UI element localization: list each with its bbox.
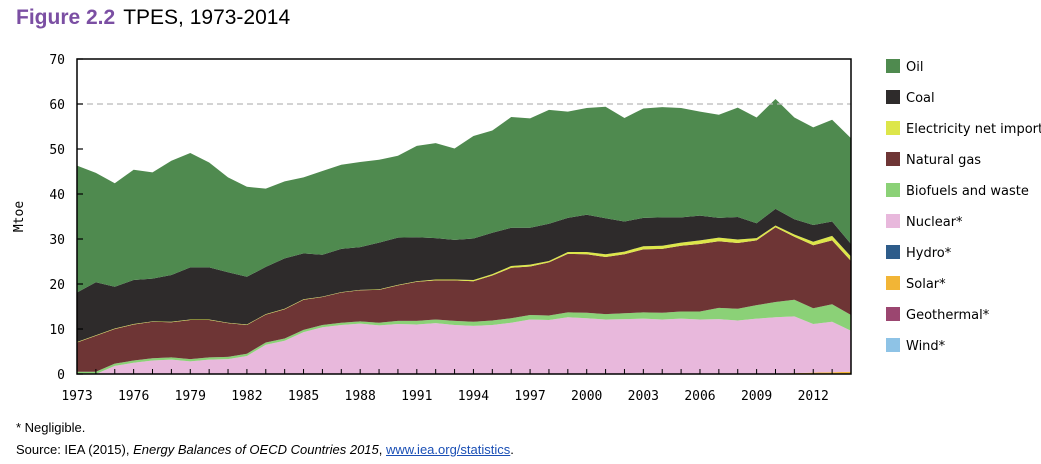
y-tick-label: 70 xyxy=(49,53,65,68)
y-tick-label: 20 xyxy=(49,278,65,293)
source-separator: , xyxy=(378,442,386,457)
area-electricity-net-imports xyxy=(77,225,851,343)
x-tick-label: 1994 xyxy=(458,389,489,404)
area-coal xyxy=(77,208,851,343)
area-nuclear xyxy=(77,316,851,374)
x-tick-label: 2000 xyxy=(571,389,602,404)
x-tick-label: 1991 xyxy=(401,389,432,404)
legend-label: Coal xyxy=(906,91,935,106)
area-natural-gas xyxy=(77,227,851,372)
legend-swatch xyxy=(886,338,900,352)
legend-swatch xyxy=(886,245,900,259)
legend-swatch xyxy=(886,90,900,104)
y-tick-label: 50 xyxy=(49,143,65,158)
footnote: * Negligible. xyxy=(16,420,86,435)
area-oil xyxy=(77,99,851,293)
source-suffix: . xyxy=(510,442,514,457)
x-tick-label: 2009 xyxy=(741,389,772,404)
y-tick-label: 0 xyxy=(57,368,65,383)
legend-label: Electricity net imports xyxy=(906,122,1041,137)
x-tick-label: 1997 xyxy=(514,389,545,404)
legend-label: Geothermal* xyxy=(906,308,990,323)
legend-label: Oil xyxy=(906,60,923,75)
source-prefix: Source: IEA (2015), xyxy=(16,442,134,457)
x-tick-label: 1985 xyxy=(288,389,319,404)
legend-label: Hydro* xyxy=(906,246,952,261)
x-tick-label: 2012 xyxy=(798,389,829,404)
x-tick-label: 1979 xyxy=(175,389,206,404)
legend-label: Natural gas xyxy=(906,153,981,168)
legend-label: Biofuels and waste xyxy=(906,184,1029,199)
legend-swatch xyxy=(886,276,900,290)
source-line: Source: IEA (2015), Energy Balances of O… xyxy=(16,442,514,457)
y-axis-label: Mtoe xyxy=(12,201,27,232)
x-tick-label: 2006 xyxy=(684,389,715,404)
y-tick-label: 30 xyxy=(49,233,65,248)
tpes-area-chart: 0 10 20 30 40 50 60 70 1973 1976 1979 1982 1985 1988 1… xyxy=(12,53,1041,404)
x-tick-label: 2003 xyxy=(628,389,659,404)
legend-label: Nuclear* xyxy=(906,215,963,230)
y-tick-label: 60 xyxy=(49,98,65,113)
figure-number: Figure 2.2 xyxy=(16,6,116,29)
legend-swatch xyxy=(886,183,900,197)
x-tick-label: 1973 xyxy=(61,389,92,404)
figure-title-text: TPES, 1973-2014 xyxy=(123,6,291,29)
plot-frame xyxy=(76,58,852,375)
legend-swatch xyxy=(886,59,900,73)
x-tick-label: 1988 xyxy=(345,389,376,404)
figure-title: Figure 2.2 TPES, 1973-2014 xyxy=(16,6,290,30)
x-tick-label: 1976 xyxy=(118,389,149,404)
y-tick-label: 40 xyxy=(49,188,65,203)
legend-label: Wind* xyxy=(906,339,946,354)
source-link[interactable]: www.iea.org/statistics xyxy=(386,442,511,457)
legend-swatch xyxy=(886,121,900,135)
legend-swatch xyxy=(886,214,900,228)
source-publication: Energy Balances of OECD Countries 2015 xyxy=(133,442,379,457)
area-biofuels-and-waste xyxy=(77,299,851,374)
y-tick-label: 10 xyxy=(49,323,65,338)
legend-label: Solar* xyxy=(906,277,946,292)
legend-swatch xyxy=(886,307,900,321)
legend-swatch xyxy=(886,152,900,166)
x-tick-label: 1982 xyxy=(231,389,262,404)
